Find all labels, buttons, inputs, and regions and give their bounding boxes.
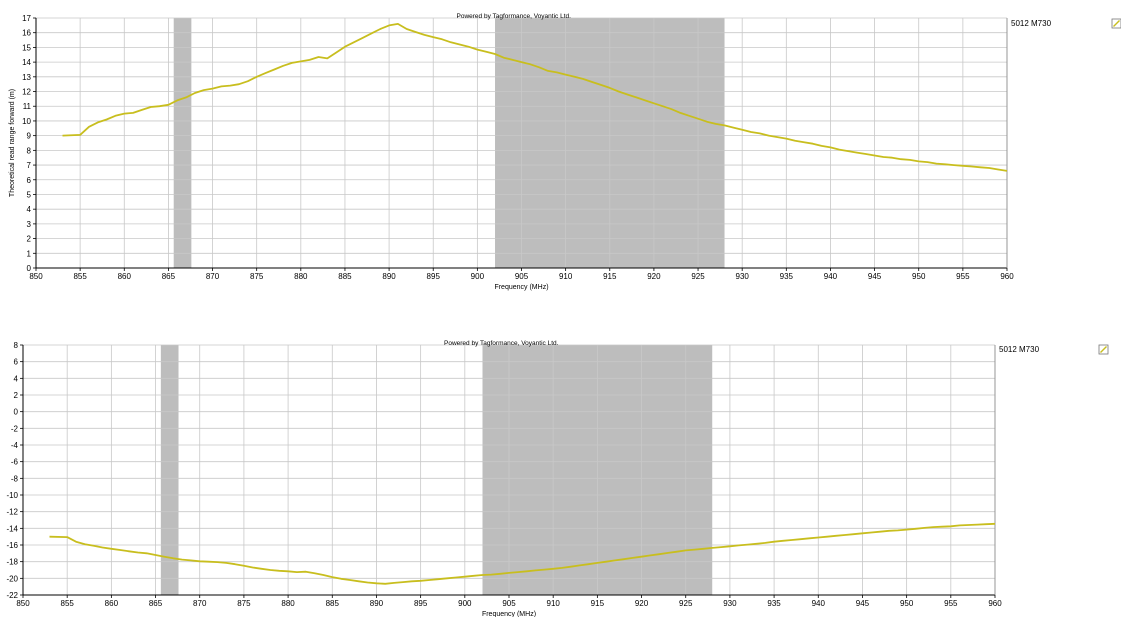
y-tick-label: 15 (22, 43, 31, 52)
x-tick-label: 920 (647, 272, 661, 281)
x-tick-label: 960 (988, 599, 1002, 608)
shaded-band-1 (160, 345, 179, 595)
y-tick-label: 8 (14, 341, 19, 350)
x-tick-label: 920 (635, 599, 649, 608)
x-tick-label: 925 (691, 272, 705, 281)
x-tick-label: 865 (149, 599, 163, 608)
y-tick-label: 6 (27, 176, 32, 185)
y-tick-label: -4 (11, 441, 19, 450)
x-tick-label: 950 (912, 272, 926, 281)
x-tick-label: 935 (780, 272, 794, 281)
x-tick-label: 850 (16, 599, 30, 608)
y-tick-label: 14 (22, 58, 31, 67)
x-tick-label: 885 (326, 599, 340, 608)
y-tick-label: -12 (6, 508, 18, 517)
y-tick-label: 7 (27, 161, 32, 170)
y-tick-label: 9 (27, 132, 32, 141)
series-line-1 (49, 522, 996, 585)
x-tick-label: 865 (162, 272, 176, 281)
x-tick-label: 895 (427, 272, 441, 281)
x-tick-label: 940 (824, 272, 838, 281)
legend-label: 5012 M730 (1011, 19, 1052, 28)
x-tick-label: 910 (559, 272, 573, 281)
x-tick-label: 905 (502, 599, 516, 608)
legend-swatch-line-icon (1100, 346, 1107, 353)
x-tick-label: 905 (515, 272, 529, 281)
series-line-1 (62, 22, 1008, 172)
x-tick-label: 925 (679, 599, 693, 608)
x-tick-label: 860 (105, 599, 119, 608)
y-tick-label: -18 (6, 558, 18, 567)
y-tick-label: 4 (27, 205, 32, 214)
legend-label: 5012 M730 (999, 345, 1040, 354)
y-tick-label: -8 (11, 474, 19, 483)
x-tick-label: 890 (370, 599, 384, 608)
y-tick-label: 2 (27, 235, 32, 244)
y-tick-label: 0 (27, 264, 32, 273)
x-tick-label: 940 (812, 599, 826, 608)
x-tick-label: 900 (471, 272, 485, 281)
x-tick-label: 895 (414, 599, 428, 608)
x-tick-label: 935 (767, 599, 781, 608)
x-tick-label: 955 (944, 599, 958, 608)
x-tick-label: 915 (591, 599, 605, 608)
y-tick-label: 8 (27, 146, 32, 155)
x-tick-label: 900 (458, 599, 472, 608)
x-tick-label: 945 (868, 272, 882, 281)
x-tick-label: 880 (294, 272, 308, 281)
x-tick-label: 915 (603, 272, 617, 281)
x-axis-title: Frequency (MHz) (494, 284, 548, 291)
y-tick-label: 5 (27, 190, 32, 199)
x-tick-label: 855 (73, 272, 87, 281)
y-tick-label: 16 (22, 29, 31, 38)
y-tick-label: 4 (14, 374, 19, 383)
x-tick-label: 875 (250, 272, 264, 281)
x-tick-label: 885 (338, 272, 352, 281)
x-tick-label: 875 (237, 599, 251, 608)
y-tick-label: -14 (6, 524, 18, 533)
x-tick-label: 860 (118, 272, 132, 281)
x-tick-label: 850 (29, 272, 43, 281)
y-tick-label: 3 (27, 220, 32, 229)
x-tick-label: 930 (723, 599, 737, 608)
y-tick-label: 1 (27, 249, 32, 258)
chart-1: 850 855 860 865 870 875 880 885 890 895 900 905 910 9… (9, 13, 1121, 291)
y-tick-label: -2 (11, 424, 19, 433)
y-tick-label: 0 (14, 408, 19, 417)
x-tick-label: 945 (856, 599, 870, 608)
y-tick-label: -20 (6, 574, 18, 583)
y-tick-label: -22 (6, 591, 18, 600)
y-tick-label: 2 (14, 391, 19, 400)
y-tick-label: 11 (23, 102, 32, 111)
chart-2: 850 855 860 865 870 875 880 885 890 895 900 905 910 9… (6, 340, 1109, 617)
y-tick-label: 12 (22, 88, 31, 97)
x-tick-label: 870 (193, 599, 207, 608)
x-axis-title: Frequency (MHz) (482, 611, 536, 617)
x-tick-label: 855 (61, 599, 75, 608)
y-tick-label: 17 (22, 14, 31, 23)
x-tick-label: 870 (206, 272, 220, 281)
x-tick-label: 950 (900, 599, 914, 608)
watermark-text: Powered by Tagformance, Voyantic Ltd. (444, 340, 559, 347)
y-tick-label: 10 (22, 117, 31, 126)
x-tick-label: 960 (1000, 272, 1014, 281)
legend-swatch-line-icon (1113, 20, 1120, 27)
y-tick-label: -10 (6, 491, 18, 500)
x-tick-label: 910 (547, 599, 561, 608)
x-tick-label: 955 (956, 272, 970, 281)
x-tick-label: 880 (281, 599, 295, 608)
y-tick-label: -16 (6, 541, 18, 550)
y-tick-label: 13 (22, 73, 31, 82)
watermark-text: Powered by Tagformance, Voyantic Ltd. (457, 13, 572, 20)
y-axis-title: Theoretical read range forward (m) (9, 89, 16, 197)
x-tick-label: 930 (736, 272, 750, 281)
x-tick-label: 890 (382, 272, 396, 281)
shaded-band-1 (173, 18, 192, 268)
y-tick-label: 6 (14, 358, 19, 367)
y-tick-label: -6 (11, 458, 19, 467)
